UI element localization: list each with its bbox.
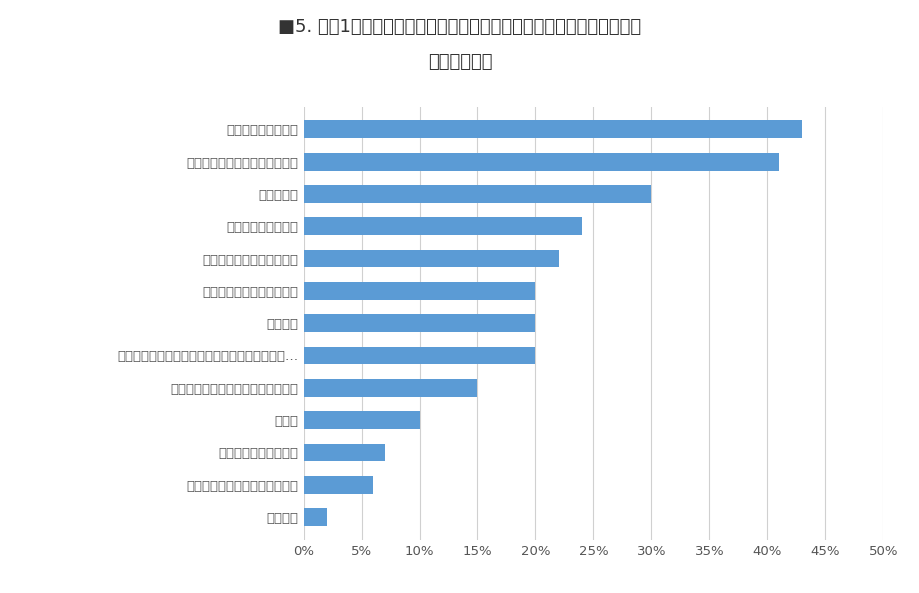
Bar xyxy=(303,282,535,300)
Bar xyxy=(303,250,558,267)
Bar xyxy=(303,444,384,461)
Bar xyxy=(303,346,535,364)
Bar xyxy=(303,476,373,493)
Bar xyxy=(303,379,477,397)
Bar xyxy=(303,185,651,203)
Text: 思いますか？: 思いますか？ xyxy=(427,53,492,71)
Bar xyxy=(303,153,778,171)
Text: ■5. 今後1年の内、イギリスの建設業界で最大の課題となるのは何だと: ■5. 今後1年の内、イギリスの建設業界で最大の課題となるのは何だと xyxy=(278,18,641,36)
Bar xyxy=(303,508,326,526)
Bar xyxy=(303,120,801,138)
Bar xyxy=(303,314,535,332)
Bar xyxy=(303,411,419,429)
Bar xyxy=(303,218,581,235)
